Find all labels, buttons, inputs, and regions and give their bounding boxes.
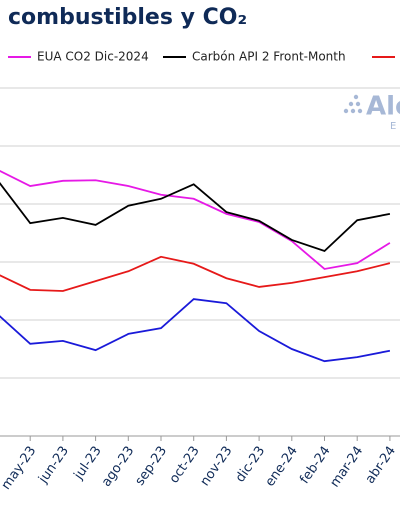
x-tick-label: abr-24 <box>363 444 399 487</box>
x-tick-label: ene-24 <box>263 444 301 490</box>
x-tick-label: jun-23 <box>35 444 72 487</box>
series-line <box>0 255 391 292</box>
watermark: Ale <box>366 92 400 122</box>
legend-label: EUA CO2 Dic-2024 <box>37 50 149 64</box>
x-tick-label: jul-23 <box>71 444 105 483</box>
x-tick-label: may-23 <box>0 444 39 493</box>
x-tick-label: ago-23 <box>99 444 137 490</box>
series-line <box>0 170 391 270</box>
chart-title: combustibles y CO₂ <box>8 5 247 30</box>
series-line <box>0 182 391 253</box>
watermark-sub: E <box>390 121 396 132</box>
watermark-dots <box>343 94 363 114</box>
x-tick-label: sep-23 <box>132 444 170 489</box>
series-line <box>0 298 391 363</box>
x-tick-label: nov-23 <box>198 444 236 489</box>
x-tick-label: mar-24 <box>327 444 366 491</box>
legend-label: Carbón API 2 Front-Month <box>192 50 346 64</box>
